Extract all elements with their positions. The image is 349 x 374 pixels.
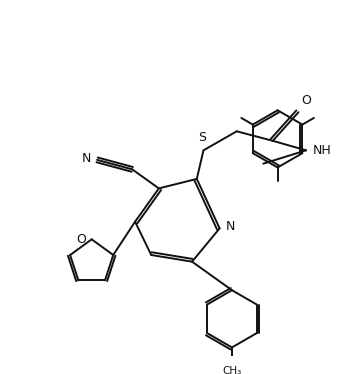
Text: N: N [81,151,91,165]
Text: S: S [198,131,206,144]
Text: O: O [76,233,87,246]
Text: N: N [225,220,235,233]
Text: CH₃: CH₃ [222,366,242,374]
Text: NH: NH [312,144,331,157]
Text: O: O [301,94,311,107]
